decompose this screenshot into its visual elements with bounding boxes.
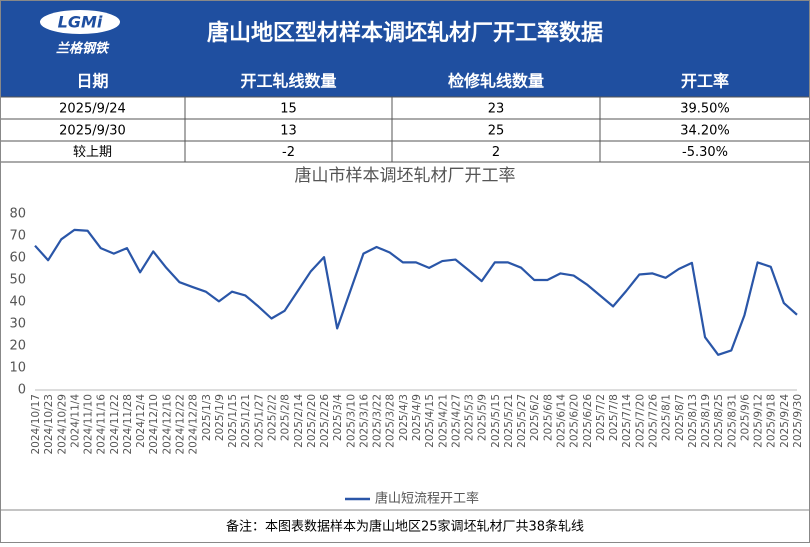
x-tick-label: 2025/7/26 xyxy=(647,394,659,448)
x-tick-label: 2025/3/10 xyxy=(345,394,357,448)
x-tick-label: 2024/12/16 xyxy=(161,394,173,455)
x-tick-label: 2024/12/22 xyxy=(175,394,187,455)
x-tick-label: 2025/7/8 xyxy=(608,394,620,441)
x-tick-label: 2024/11/4 xyxy=(69,394,81,448)
x-tick-label: 2025/1/21 xyxy=(240,394,252,448)
y-tick-label: 20 xyxy=(9,339,26,354)
x-tick-label: 2025/1/3 xyxy=(201,394,213,441)
x-tick-label: 2025/6/8 xyxy=(542,394,554,441)
table-cell: 13 xyxy=(280,124,297,139)
x-tick-label: 2025/3/16 xyxy=(358,394,370,448)
x-tick-label: 2025/6/20 xyxy=(569,394,581,448)
x-tick-label: 2025/9/12 xyxy=(753,394,765,448)
x-tick-label: 2024/10/23 xyxy=(43,394,55,455)
x-tick-label: 2025/2/14 xyxy=(293,394,305,448)
x-tick-label: 2025/2/2 xyxy=(266,394,278,441)
y-tick-label: 50 xyxy=(9,273,26,288)
chart: 唐山市样本调坯轧材厂开工率 0 10 20 30 40 50 60 70 80 2024/10/17… xyxy=(9,165,804,507)
x-tick-label: 2025/9/18 xyxy=(766,394,778,448)
x-tick-label: 2025/5/27 xyxy=(516,394,528,448)
table-header-cell: 开工轧线数量 xyxy=(240,72,336,91)
logo-badge xyxy=(40,10,120,34)
x-tick-label: 2025/8/1 xyxy=(661,394,673,441)
x-tick-label: 2025/5/9 xyxy=(477,394,489,441)
legend-label: 唐山短流程开工率 xyxy=(375,491,479,507)
logo-text: 兰格钢铁 xyxy=(56,41,110,57)
x-tick-label: 2025/4/3 xyxy=(398,394,410,441)
x-tick-label: 2024/12/4 xyxy=(135,394,147,448)
x-tick-label: 2024/11/28 xyxy=(122,394,134,455)
x-tick-label: 2025/8/31 xyxy=(726,394,738,448)
x-tick-label: 2025/4/21 xyxy=(437,394,449,448)
x-tick-label: 2025/7/20 xyxy=(634,394,646,448)
y-tick-label: 40 xyxy=(9,295,26,310)
x-tick-label: 2025/1/9 xyxy=(214,394,226,441)
x-tick-label: 2024/10/17 xyxy=(30,394,42,455)
y-tick-label: 30 xyxy=(9,317,26,332)
x-tick-label: 2025/9/6 xyxy=(739,394,751,441)
x-tick-label: 2025/2/8 xyxy=(280,394,292,441)
x-tick-label: 2025/4/15 xyxy=(424,394,436,448)
footer-note: 备注：本图表数据样本为唐山地区25家调坯轧材厂共38条轧线 xyxy=(226,519,584,535)
line-series xyxy=(34,228,798,356)
table: 日期 开工轧线数量 检修轧线数量 开工率 2025/9/24 15 23 39.50% 2025… xyxy=(0,65,810,163)
x-tick-label: 2024/10/29 xyxy=(56,394,68,455)
x-tick-label: 2025/4/27 xyxy=(450,394,462,448)
x-tick-label: 2025/3/28 xyxy=(385,394,397,448)
x-tick-label: 2025/8/13 xyxy=(687,394,699,448)
table-header-cell: 开工率 xyxy=(681,72,729,91)
header-bar xyxy=(0,0,810,65)
x-tick-label: 2025/1/27 xyxy=(253,394,265,448)
table-cell: 34.20% xyxy=(680,124,730,139)
x-tick-label: 2024/12/28 xyxy=(188,394,200,455)
x-tick-label: 2024/11/10 xyxy=(83,394,95,455)
table-cell: 2 xyxy=(492,145,500,160)
x-tick-label: 2025/2/26 xyxy=(319,394,331,448)
x-tick-label: 2025/6/26 xyxy=(582,394,594,448)
table-header-cell: 日期 xyxy=(76,72,108,91)
x-tick-label: 2025/7/14 xyxy=(621,394,633,448)
x-tick-label: 2024/11/16 xyxy=(96,394,108,455)
x-tick-label: 2025/7/2 xyxy=(595,394,607,441)
logo-mark: LGMi xyxy=(58,13,103,32)
x-tick-label: 2025/2/20 xyxy=(306,394,318,448)
table-cell: 2025/9/24 xyxy=(59,102,126,117)
x-tick-label: 2025/6/14 xyxy=(556,394,568,448)
y-tick-label: 10 xyxy=(9,361,26,376)
table-header-cell: 检修轧线数量 xyxy=(448,72,544,91)
x-tick-label: 2025/8/25 xyxy=(713,394,725,448)
x-tick-label: 2025/8/7 xyxy=(674,394,686,441)
y-tick-label: 70 xyxy=(9,229,26,244)
x-tick-label: 2025/9/24 xyxy=(779,394,791,448)
x-tick-label: 2024/11/22 xyxy=(109,394,121,455)
x-tick-label: 2025/1/15 xyxy=(227,394,239,448)
table-cell: 25 xyxy=(488,124,505,139)
chart-title: 唐山市样本调坯轧材厂开工率 xyxy=(295,165,516,186)
x-tick-label: 2025/3/4 xyxy=(332,394,344,441)
table-cell: -5.30% xyxy=(682,145,728,160)
y-tick-label: 60 xyxy=(9,251,26,266)
table-cell: 15 xyxy=(280,102,297,117)
table-cell: 23 xyxy=(488,102,505,117)
y-tick-label: 80 xyxy=(9,207,26,222)
header-title: 唐山地区型材样本调坯轧材厂开工率数据 xyxy=(207,20,603,46)
x-tick-label: 2025/8/19 xyxy=(700,394,712,448)
table-header-bg xyxy=(0,65,810,97)
x-tick-label: 2025/9/30 xyxy=(792,394,804,448)
x-tick-label: 2025/5/3 xyxy=(464,394,476,441)
x-tick-label: 2025/5/15 xyxy=(490,394,502,448)
table-cell: -2 xyxy=(282,145,295,160)
y-tick-label: 0 xyxy=(18,383,26,398)
x-tick-label: 2025/4/9 xyxy=(411,394,423,441)
table-cell: 较上期 xyxy=(73,145,112,160)
x-tick-label: 2025/6/2 xyxy=(529,394,541,441)
x-tick-label: 2024/12/10 xyxy=(148,394,160,455)
table-cell: 2025/9/30 xyxy=(59,124,126,139)
x-tick-label: 2025/5/21 xyxy=(503,394,515,448)
x-tick-label: 2025/3/22 xyxy=(372,394,384,448)
table-cell: 39.50% xyxy=(680,102,730,117)
